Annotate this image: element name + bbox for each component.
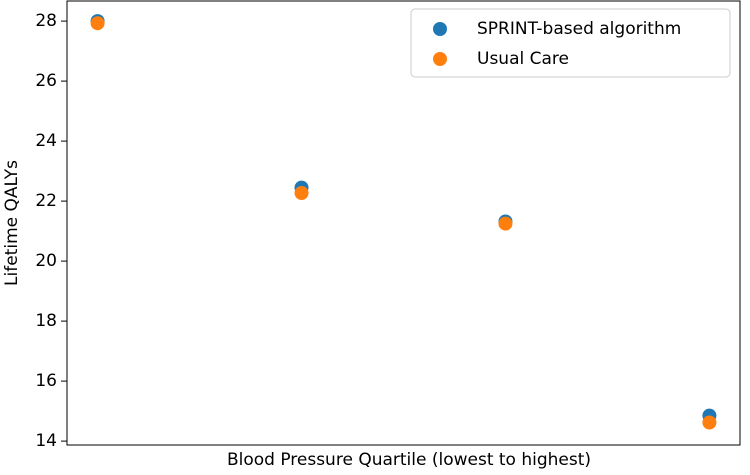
axes-frame (66, 0, 741, 446)
legend-marker (433, 52, 447, 66)
legend-label: Usual Care (477, 49, 569, 69)
point (294, 186, 309, 200)
legend-marker (433, 22, 447, 36)
point (702, 415, 717, 430)
y-axis-label: Lifetime QALYs (2, 160, 22, 286)
y-tick-label: 16 (35, 371, 57, 391)
y-tick-label: 28 (35, 11, 57, 31)
y-tick-label: 20 (35, 251, 57, 271)
x-axis-label: Blood Pressure Quartile (lowest to highe… (227, 450, 591, 470)
y-tick-label: 14 (35, 431, 57, 451)
y-tick-label: 22 (35, 191, 57, 211)
point (90, 16, 105, 31)
point (498, 216, 513, 231)
y-tick-label: 18 (35, 311, 57, 331)
y-tick-label: 24 (35, 131, 57, 151)
legend-box (410, 8, 731, 78)
y-tick-label: 26 (35, 71, 57, 91)
legend-label: SPRINT-based algorithm (477, 19, 681, 39)
